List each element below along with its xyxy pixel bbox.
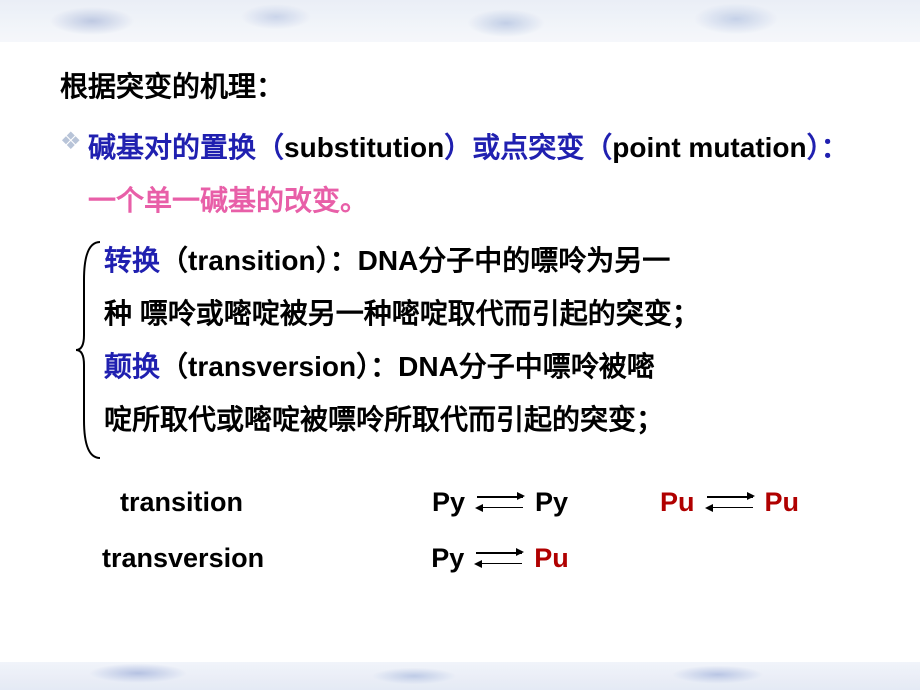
bullet-desc: 一个单一碱基的改变。 (88, 185, 368, 216)
py: Py (535, 487, 568, 518)
txt: DNA分子中的嘌呤为另一 (358, 245, 671, 276)
formula-transition: transition Py Py Pu Pu (120, 474, 860, 530)
txt: ）： (807, 132, 849, 163)
f-transition-left: Py Py (340, 487, 660, 518)
txt: ）： (356, 351, 398, 382)
pu: Pu (660, 487, 695, 518)
f-transversion-pair: Py Pu (340, 543, 660, 574)
term-transversion: transversion (188, 351, 356, 382)
decorative-bottom-border (0, 662, 920, 690)
f-transition-right: Pu Pu (660, 487, 799, 518)
slide-content: 根据突变的机理： ❖ 碱基对的置换（substitution）或点突变（poin… (60, 60, 860, 586)
formula-transversion: transversion Py Pu (120, 530, 860, 586)
double-arrow-icon (477, 493, 523, 511)
txt: 碱基对的置换（ (88, 132, 284, 163)
py: Py (432, 487, 465, 518)
double-arrow-icon (707, 493, 753, 511)
term-point-mutation: point mutation (612, 132, 806, 163)
heading: 根据突变的机理： (60, 60, 860, 113)
txt: DNA分子中嘌呤被嘧 (398, 351, 655, 382)
transition-def: 转换（transition）：DNA分子中的嘌呤为另一 (104, 234, 860, 287)
txt: ）或点突变（ (444, 132, 612, 163)
f-label-transition: transition (120, 487, 340, 518)
transversion-def: 颠换（transversion）：DNA分子中嘌呤被嘧 (104, 340, 860, 393)
left-brace-icon (76, 240, 102, 460)
f-label-transversion: transversion (102, 543, 340, 574)
pu: Pu (534, 543, 569, 574)
term-substitution: substitution (284, 132, 444, 163)
term-transition: transition (188, 245, 316, 276)
decorative-top-border (0, 0, 920, 42)
bullet-substitution: ❖ 碱基对的置换（substitution）或点突变（point mutatio… (60, 121, 860, 227)
transition-def-cont: 种 嘌呤或嘧啶被另一种嘧啶取代而引起的突变； (104, 287, 860, 340)
diamond-bullet-icon: ❖ (60, 127, 78, 156)
formula-block: transition Py Py Pu Pu transversion Py P… (120, 474, 860, 586)
pu: Pu (765, 487, 800, 518)
py: Py (431, 543, 464, 574)
txt: （ (160, 351, 188, 382)
bullet-text: 碱基对的置换（substitution）或点突变（point mutation）… (88, 121, 860, 227)
transversion-def-cont: 啶所取代或嘧啶被嘌呤所取代而引起的突变； (104, 393, 860, 446)
brace-group: 转换（transition）：DNA分子中的嘌呤为另一 种 嘌呤或嘧啶被另一种嘧… (60, 234, 860, 447)
label-transversion: 颠换 (104, 351, 160, 382)
double-arrow-icon (476, 549, 522, 567)
label-transition: 转换 (104, 245, 160, 276)
txt: ）： (316, 245, 358, 276)
txt: （ (160, 245, 188, 276)
